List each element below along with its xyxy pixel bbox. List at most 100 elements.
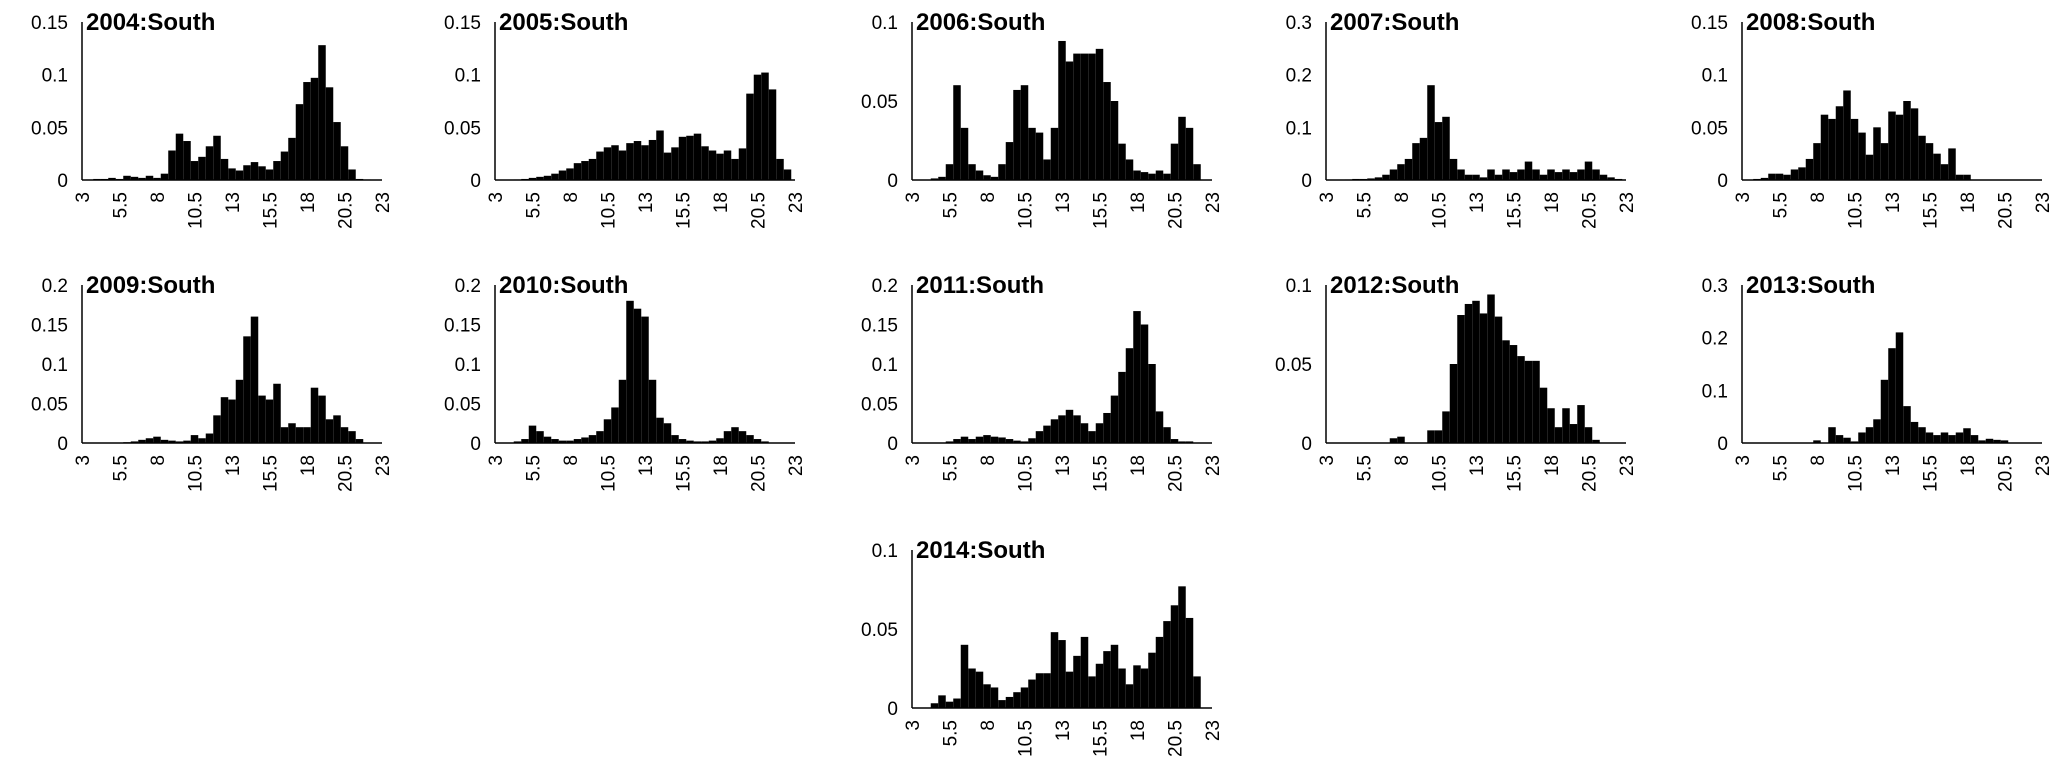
histogram-bar	[611, 145, 619, 180]
x-tick-label: 15.5	[1505, 192, 1526, 229]
histogram-bar	[1554, 172, 1563, 180]
histogram-bar	[1577, 169, 1585, 180]
y-tick-label: 0.05	[444, 395, 481, 416]
histogram-bar	[938, 176, 946, 180]
histogram-bar	[1775, 173, 1784, 180]
histogram-bar	[318, 45, 326, 180]
x-tick-label: 15.5	[674, 192, 695, 229]
histogram-bar	[1517, 169, 1525, 180]
histogram-bar	[1020, 441, 1029, 443]
x-tick-label: 8	[978, 455, 999, 466]
histogram-bar	[953, 698, 961, 708]
histogram-bar	[1073, 415, 1081, 443]
x-tick-label: 20.5	[1166, 720, 1187, 757]
histogram-bar	[1584, 161, 1593, 180]
histogram-bar	[1434, 122, 1443, 180]
histogram-bar	[1073, 655, 1081, 708]
x-tick-label: 13	[1467, 455, 1488, 476]
histogram-bar	[1970, 435, 1979, 443]
histogram-bar	[1547, 169, 1555, 180]
x-tick-label: 23	[1203, 455, 1224, 476]
x-tick-label: 10.5	[1016, 720, 1037, 757]
histogram-bar	[528, 425, 537, 443]
histogram-bar	[205, 146, 214, 180]
x-tick-label: 5.5	[1355, 192, 1376, 218]
histogram-bar	[1155, 170, 1164, 180]
histogram-bar	[1978, 440, 1986, 443]
y-tick-label: 0.1	[1702, 66, 1728, 87]
y-tick-label: 0	[57, 171, 68, 192]
x-tick-label: 20.5	[1580, 192, 1601, 229]
histogram-bar	[1118, 371, 1126, 443]
histogram-bar	[1993, 439, 2001, 443]
histogram-bar	[213, 415, 221, 443]
histogram-bar	[648, 139, 657, 180]
histogram-bar	[603, 419, 612, 443]
histogram-bar	[1163, 621, 1171, 708]
histogram-bar	[983, 435, 991, 443]
histogram-bar	[1374, 177, 1383, 180]
histogram-bar	[1028, 127, 1036, 180]
histogram-bar	[1880, 143, 1889, 180]
x-tick-label: 10.5	[186, 455, 207, 492]
histogram-bar	[1599, 174, 1608, 180]
histogram-bar	[1118, 143, 1126, 180]
histogram-bar	[1419, 137, 1428, 180]
histogram-bar	[1813, 143, 1821, 180]
histogram-bar	[1532, 169, 1540, 180]
histogram-bar	[1005, 696, 1014, 708]
y-tick-label: 0.05	[31, 118, 68, 139]
histogram-bar	[1005, 439, 1014, 443]
histogram-bar	[1434, 430, 1443, 443]
histogram-bar	[265, 169, 274, 180]
x-tick-label: 10.5	[599, 455, 620, 492]
histogram-bar	[1095, 423, 1104, 443]
x-tick-label: 23	[1617, 455, 1638, 476]
histogram-bar	[168, 440, 176, 443]
histogram-bar	[528, 177, 537, 180]
x-tick-label: 13	[1883, 455, 1904, 476]
histogram-bar	[1888, 348, 1896, 443]
x-tick-label: 18	[1128, 455, 1149, 476]
histogram-bar	[723, 150, 732, 180]
histogram-bar	[1050, 632, 1059, 708]
x-tick-label: 10.5	[1846, 192, 1867, 229]
histogram-panel: 0 0.05 0.1 0.15 3 5.5 8 10.5 13 15.5 18 20.5 23 2008:…	[1691, 9, 2054, 229]
histogram-bar	[983, 175, 991, 180]
histogram-bar	[1035, 431, 1044, 443]
histogram-bar	[1948, 435, 1956, 443]
histogram-bar	[318, 395, 326, 443]
histogram-bar	[303, 427, 311, 443]
histogram-bar	[686, 135, 694, 180]
histogram-bar	[1397, 164, 1405, 180]
histogram-bar	[123, 175, 131, 180]
histogram-bar	[1835, 106, 1844, 180]
histogram-bar	[1933, 435, 1941, 443]
histogram-bar	[761, 441, 769, 443]
histogram-bar	[1058, 40, 1066, 181]
histogram-bar	[626, 300, 634, 443]
histogram-panel: 0 0.05 0.1 0.15 0.2 3 5.5 8 10.5 13 15.5 18 20.5 23 20…	[31, 272, 394, 492]
x-tick-label: 13	[1883, 192, 1904, 213]
histogram-bar	[1813, 440, 1821, 443]
x-tick-label: 8	[561, 192, 582, 203]
y-tick-label: 0.1	[872, 13, 898, 34]
histogram-bar	[551, 173, 559, 180]
histogram-bar	[1858, 432, 1866, 443]
histogram-bar	[1095, 663, 1104, 708]
histogram-bar	[1940, 432, 1949, 443]
histogram-bar	[1880, 379, 1889, 443]
histogram-bar	[1185, 441, 1194, 443]
y-tick-label: 0.2	[455, 276, 481, 297]
histogram-bar	[1088, 53, 1096, 180]
histogram-bar	[536, 431, 544, 443]
histogram-bar	[521, 439, 529, 443]
y-tick-label: 0.1	[455, 66, 481, 87]
histogram-bar	[1125, 159, 1134, 180]
x-tick-label: 5.5	[941, 720, 962, 746]
histogram-bar	[1850, 441, 1859, 443]
panel-title: 2004:South	[86, 9, 215, 36]
y-tick-label: 0	[1301, 434, 1312, 455]
histogram-bar	[1479, 313, 1488, 443]
histogram-bar	[1170, 439, 1179, 443]
